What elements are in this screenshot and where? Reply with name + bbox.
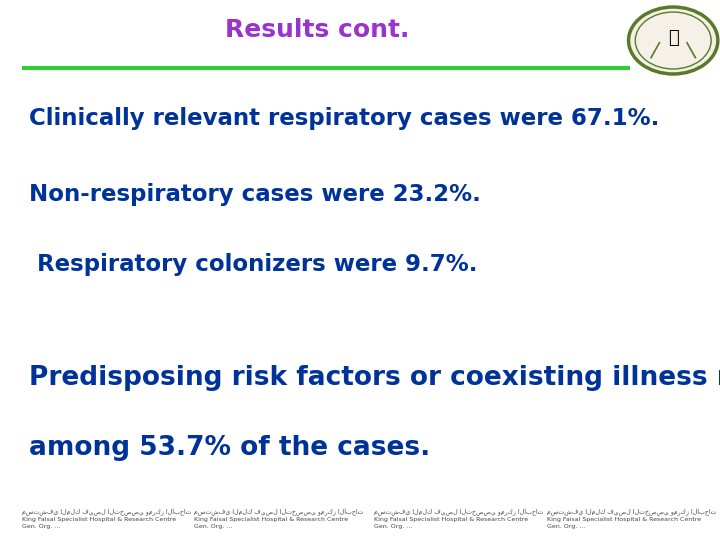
Text: مستشفى الملك فيصل التخصصي ومركز الأبحاث
King Faisal Specialist Hospital & Resear: مستشفى الملك فيصل التخصصي ومركز الأبحاث …	[547, 508, 716, 529]
Text: among 53.7% of the cases.: among 53.7% of the cases.	[29, 435, 430, 461]
Text: مستشفى الملك فيصل التخصصي ومركز الأبحاث
King Faisal Specialist Hospital & Resear: مستشفى الملك فيصل التخصصي ومركز الأبحاث …	[374, 508, 544, 529]
Text: مستشفى الملك فيصل التخصصي ومركز الأبحاث
King Faisal Specialist Hospital & Resear: مستشفى الملك فيصل التخصصي ومركز الأبحاث …	[194, 508, 364, 529]
Text: Predisposing risk factors or coexisting illness reported: Predisposing risk factors or coexisting …	[29, 365, 720, 391]
Circle shape	[629, 7, 718, 74]
Text: Results cont.: Results cont.	[225, 18, 409, 42]
Text: Clinically relevant respiratory cases were 67.1%.: Clinically relevant respiratory cases we…	[29, 107, 660, 130]
Text: Respiratory colonizers were 9.7%.: Respiratory colonizers were 9.7%.	[29, 253, 477, 276]
Circle shape	[635, 12, 711, 69]
Text: 🌴: 🌴	[668, 29, 678, 47]
Text: Non-respiratory cases were 23.2%.: Non-respiratory cases were 23.2%.	[29, 183, 481, 206]
Text: مستشفى الملك فيصل التخصصي ومركز الأبحاث
King Faisal Specialist Hospital & Resear: مستشفى الملك فيصل التخصصي ومركز الأبحاث …	[22, 508, 191, 529]
